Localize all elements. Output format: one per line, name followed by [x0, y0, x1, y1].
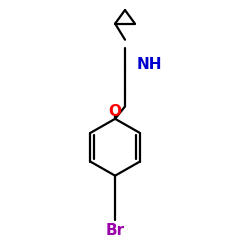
Text: Br: Br	[106, 222, 125, 238]
Text: NH: NH	[137, 57, 162, 72]
Text: O: O	[108, 104, 122, 119]
